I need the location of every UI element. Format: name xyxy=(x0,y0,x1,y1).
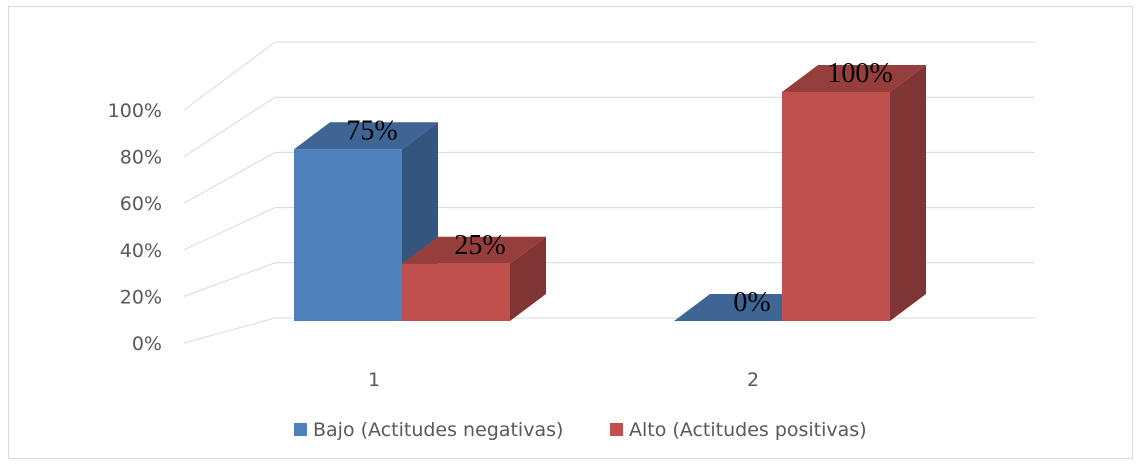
y-tick-label: 60% xyxy=(120,193,162,215)
bar-side-face xyxy=(890,65,926,321)
gridline-diagonal xyxy=(183,207,276,251)
y-tick-label: 100% xyxy=(108,100,162,122)
y-tick-label: 20% xyxy=(120,286,162,308)
legend-item: Alto (Actitudes positivas) xyxy=(610,419,867,441)
legend-item: Bajo (Actitudes negativas) xyxy=(294,419,563,441)
x-category-label: 1 xyxy=(368,369,380,391)
bar-front-face xyxy=(294,149,402,321)
legend-label: Bajo (Actitudes negativas) xyxy=(313,419,563,441)
gridline-diagonal xyxy=(183,96,276,158)
legend: Bajo (Actitudes negativas) Alto (Actitude… xyxy=(294,419,867,441)
bar-front-face xyxy=(782,92,890,321)
bars xyxy=(294,65,926,321)
data-label: 25% xyxy=(454,230,505,261)
data-label: 0% xyxy=(733,287,770,318)
legend-label: Alto (Actitudes positivas) xyxy=(629,419,867,441)
bar-alto-cat-1 xyxy=(402,236,546,321)
y-tick-label: 40% xyxy=(120,240,162,262)
bar-front-face xyxy=(402,263,510,321)
gridline-diagonal xyxy=(183,151,276,204)
gridline-diagonal xyxy=(183,317,276,344)
bar-top-face xyxy=(402,236,546,264)
bar-bajo-cat-1 xyxy=(294,122,438,321)
x-category-label: 2 xyxy=(747,369,759,391)
gridline-diagonal xyxy=(183,41,276,111)
y-axis-ticks: 0% 20% 40% 60% 80% 100% xyxy=(108,100,162,355)
bar-top-face xyxy=(294,122,438,150)
bar-top-face xyxy=(782,65,926,92)
data-label: 75% xyxy=(346,115,397,146)
y-tick-label: 80% xyxy=(120,147,162,169)
legend-swatch xyxy=(610,423,623,436)
gridline-diagonal xyxy=(183,262,276,297)
data-label: 100% xyxy=(827,58,892,89)
chart-frame xyxy=(8,6,1133,459)
y-tick-label: 0% xyxy=(132,333,162,355)
legend-swatch xyxy=(294,423,307,436)
data-labels: 75% 25% 0% 100% xyxy=(346,58,892,318)
bar-side-face xyxy=(510,236,546,321)
bar-alto-cat-2 xyxy=(782,65,926,321)
